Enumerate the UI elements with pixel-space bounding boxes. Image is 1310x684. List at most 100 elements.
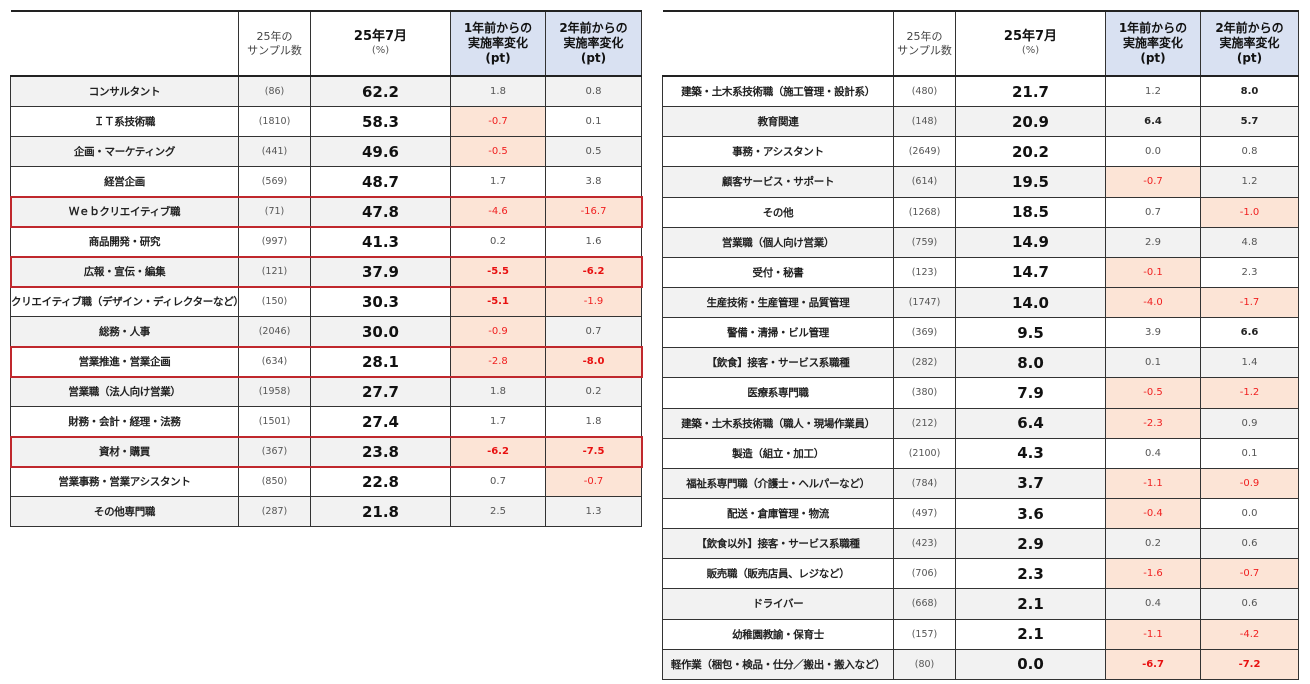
change-2yr: 1.3: [545, 496, 642, 527]
sample-size: (634): [238, 346, 311, 377]
change-1yr: -1.1: [1105, 618, 1201, 650]
change-2yr: 6.6: [1200, 317, 1299, 349]
change-1yr: -0.9: [450, 316, 546, 347]
table-row: 医療系専門職 (380) 7.9 -0.5 -1.2: [662, 377, 1299, 409]
change-1yr: 2.9: [1105, 226, 1201, 258]
change-2yr: 1.4: [1200, 347, 1299, 379]
sample-size-header: 25年の サンプル数: [238, 10, 311, 77]
table-row: 顧客サービス・サポート (614) 19.5 -0.7 1.2: [662, 166, 1299, 198]
rate-value: 14.0: [955, 286, 1106, 319]
occupation-label: 企画・マーケティング: [10, 136, 239, 167]
change-1yr: -6.7: [1105, 648, 1201, 680]
change-1yr: 0.0: [1105, 136, 1201, 168]
change-1yr: -1.6: [1105, 558, 1201, 590]
sample-size: (997): [238, 226, 311, 257]
table-row: 営業職（法人向け営業） (1958) 27.7 1.8 0.2: [10, 376, 642, 407]
change-2yr: 0.8: [1200, 136, 1299, 168]
change-1yr: -2.3: [1105, 407, 1201, 439]
change-2yr: 4.8: [1200, 226, 1299, 258]
sample-size: (123): [893, 256, 956, 288]
change-1yr: -0.7: [1105, 166, 1201, 198]
sample-size: (369): [893, 317, 956, 349]
table-row: 警備・清掃・ビル管理 (369) 9.5 3.9 6.6: [662, 317, 1299, 349]
rate-header: 25年7月 (%): [310, 10, 451, 77]
sample-size: (497): [893, 497, 956, 530]
change-2yr: 0.1: [1200, 437, 1299, 469]
sample-size: (157): [893, 618, 956, 650]
occupation-label: 配送・倉庫管理・物流: [662, 497, 894, 530]
sample-size: (1810): [238, 106, 311, 137]
sample-size: (423): [893, 528, 956, 560]
change-1yr: 0.4: [1105, 588, 1201, 620]
sample-size: (1501): [238, 406, 311, 437]
sample-size: (121): [238, 256, 311, 287]
sample-size: (287): [238, 496, 311, 527]
occupation-label: 事務・アシスタント: [662, 136, 894, 168]
rate-value: 37.9: [310, 256, 451, 287]
label-header-blank: [662, 10, 894, 77]
rate-value: 2.9: [955, 528, 1106, 560]
rate-value: 47.8: [310, 196, 451, 227]
occupation-label: Ｗｅｂクリエイティブ職: [10, 196, 239, 227]
occupation-label: 医療系専門職: [662, 377, 894, 409]
table-row: 販売職（販売店員、レジなど） (706) 2.3 -1.6 -0.7: [662, 558, 1299, 590]
sample-size: (2649): [893, 136, 956, 168]
occupation-label: その他: [662, 196, 894, 228]
table-row: 広報・宣伝・編集 (121) 37.9 -5.5 -6.2: [10, 256, 642, 287]
rate-value: 6.4: [955, 407, 1106, 439]
sample-size: (282): [893, 347, 956, 379]
occupation-label: 広報・宣伝・編集: [10, 256, 239, 287]
change-1yr: 6.4: [1105, 106, 1201, 138]
change-2yr: 0.8: [545, 75, 642, 107]
change-2yr: -1.7: [1200, 286, 1299, 319]
occupation-label: 営業事務・営業アシスタント: [10, 466, 239, 497]
change-1yr: -4.0: [1105, 286, 1201, 319]
sample-size: (80): [893, 648, 956, 680]
sample-size-header: 25年の サンプル数: [893, 10, 956, 77]
sample-size: (1268): [893, 196, 956, 228]
change-1yr: -6.2: [450, 436, 546, 467]
table-row: その他専門職 (287) 21.8 2.5 1.3: [10, 496, 642, 527]
change-2yr: 0.7: [545, 316, 642, 347]
change-1yr: -0.7: [450, 106, 546, 137]
change-1yr-header: 1年前からの 実施率変化 (pt): [1105, 10, 1201, 77]
change-1yr: -0.5: [1105, 377, 1201, 409]
change-1yr: -4.6: [450, 196, 546, 227]
sample-size: (1958): [238, 376, 311, 407]
table-row: 福祉系専門職（介護士・ヘルパーなど） (784) 3.7 -1.1 -0.9: [662, 467, 1299, 499]
table-row: 受付・秘書 (123) 14.7 -0.1 2.3: [662, 256, 1299, 288]
change-2yr: 0.1: [545, 106, 642, 137]
sample-size: (380): [893, 377, 956, 409]
table-row: 営業職（個人向け営業） (759) 14.9 2.9 4.8: [662, 226, 1299, 258]
change-1yr: 1.7: [450, 166, 546, 197]
sample-size: (850): [238, 466, 311, 497]
table-row: クリエイティブ職（デザイン・ディレクターなど） (150) 30.3 -5.1 -1.9: [10, 286, 642, 317]
table-row: 【飲食】接客・サービス系職種 (282) 8.0 0.1 1.4: [662, 347, 1299, 379]
rate-value: 14.7: [955, 256, 1106, 288]
occupation-label: 【飲食以外】接客・サービス系職種: [662, 528, 894, 560]
table-row: 事務・アシスタント (2649) 20.2 0.0 0.8: [662, 136, 1299, 168]
occupation-label: 建築・土木系技術職（施工管理・設計系）: [662, 75, 894, 108]
label-header-blank: [10, 10, 239, 77]
rate-value: 20.2: [955, 136, 1106, 168]
change-2yr: 1.8: [545, 406, 642, 437]
table-row: 営業推進・営業企画 (634) 28.1 -2.8 -8.0: [10, 346, 642, 377]
rate-value: 19.5: [955, 166, 1106, 198]
table-row: ＩＴ系技術職 (1810) 58.3 -0.7 0.1: [10, 106, 642, 137]
change-2yr: -8.0: [545, 346, 642, 377]
change-1yr: 1.8: [450, 376, 546, 407]
table-row: 製造（組立・加工） (2100) 4.3 0.4 0.1: [662, 437, 1299, 469]
sample-size: (367): [238, 436, 311, 467]
change-1yr: -1.1: [1105, 467, 1201, 499]
change-1yr: -2.8: [450, 346, 546, 377]
change-2yr: -7.2: [1200, 648, 1299, 680]
change-2yr: -6.2: [545, 256, 642, 287]
table-row: 総務・人事 (2046) 30.0 -0.9 0.7: [10, 316, 642, 347]
change-2yr-header: 2年前からの 実施率変化 (pt): [545, 10, 642, 77]
occupation-label: 財務・会計・経理・法務: [10, 406, 239, 437]
table-row: Ｗｅｂクリエイティブ職 (71) 47.8 -4.6 -16.7: [10, 196, 642, 227]
sample-size: (1747): [893, 286, 956, 319]
rate-value: 22.8: [310, 466, 451, 497]
sample-size: (150): [238, 286, 311, 317]
change-1yr: 0.7: [1105, 196, 1201, 228]
